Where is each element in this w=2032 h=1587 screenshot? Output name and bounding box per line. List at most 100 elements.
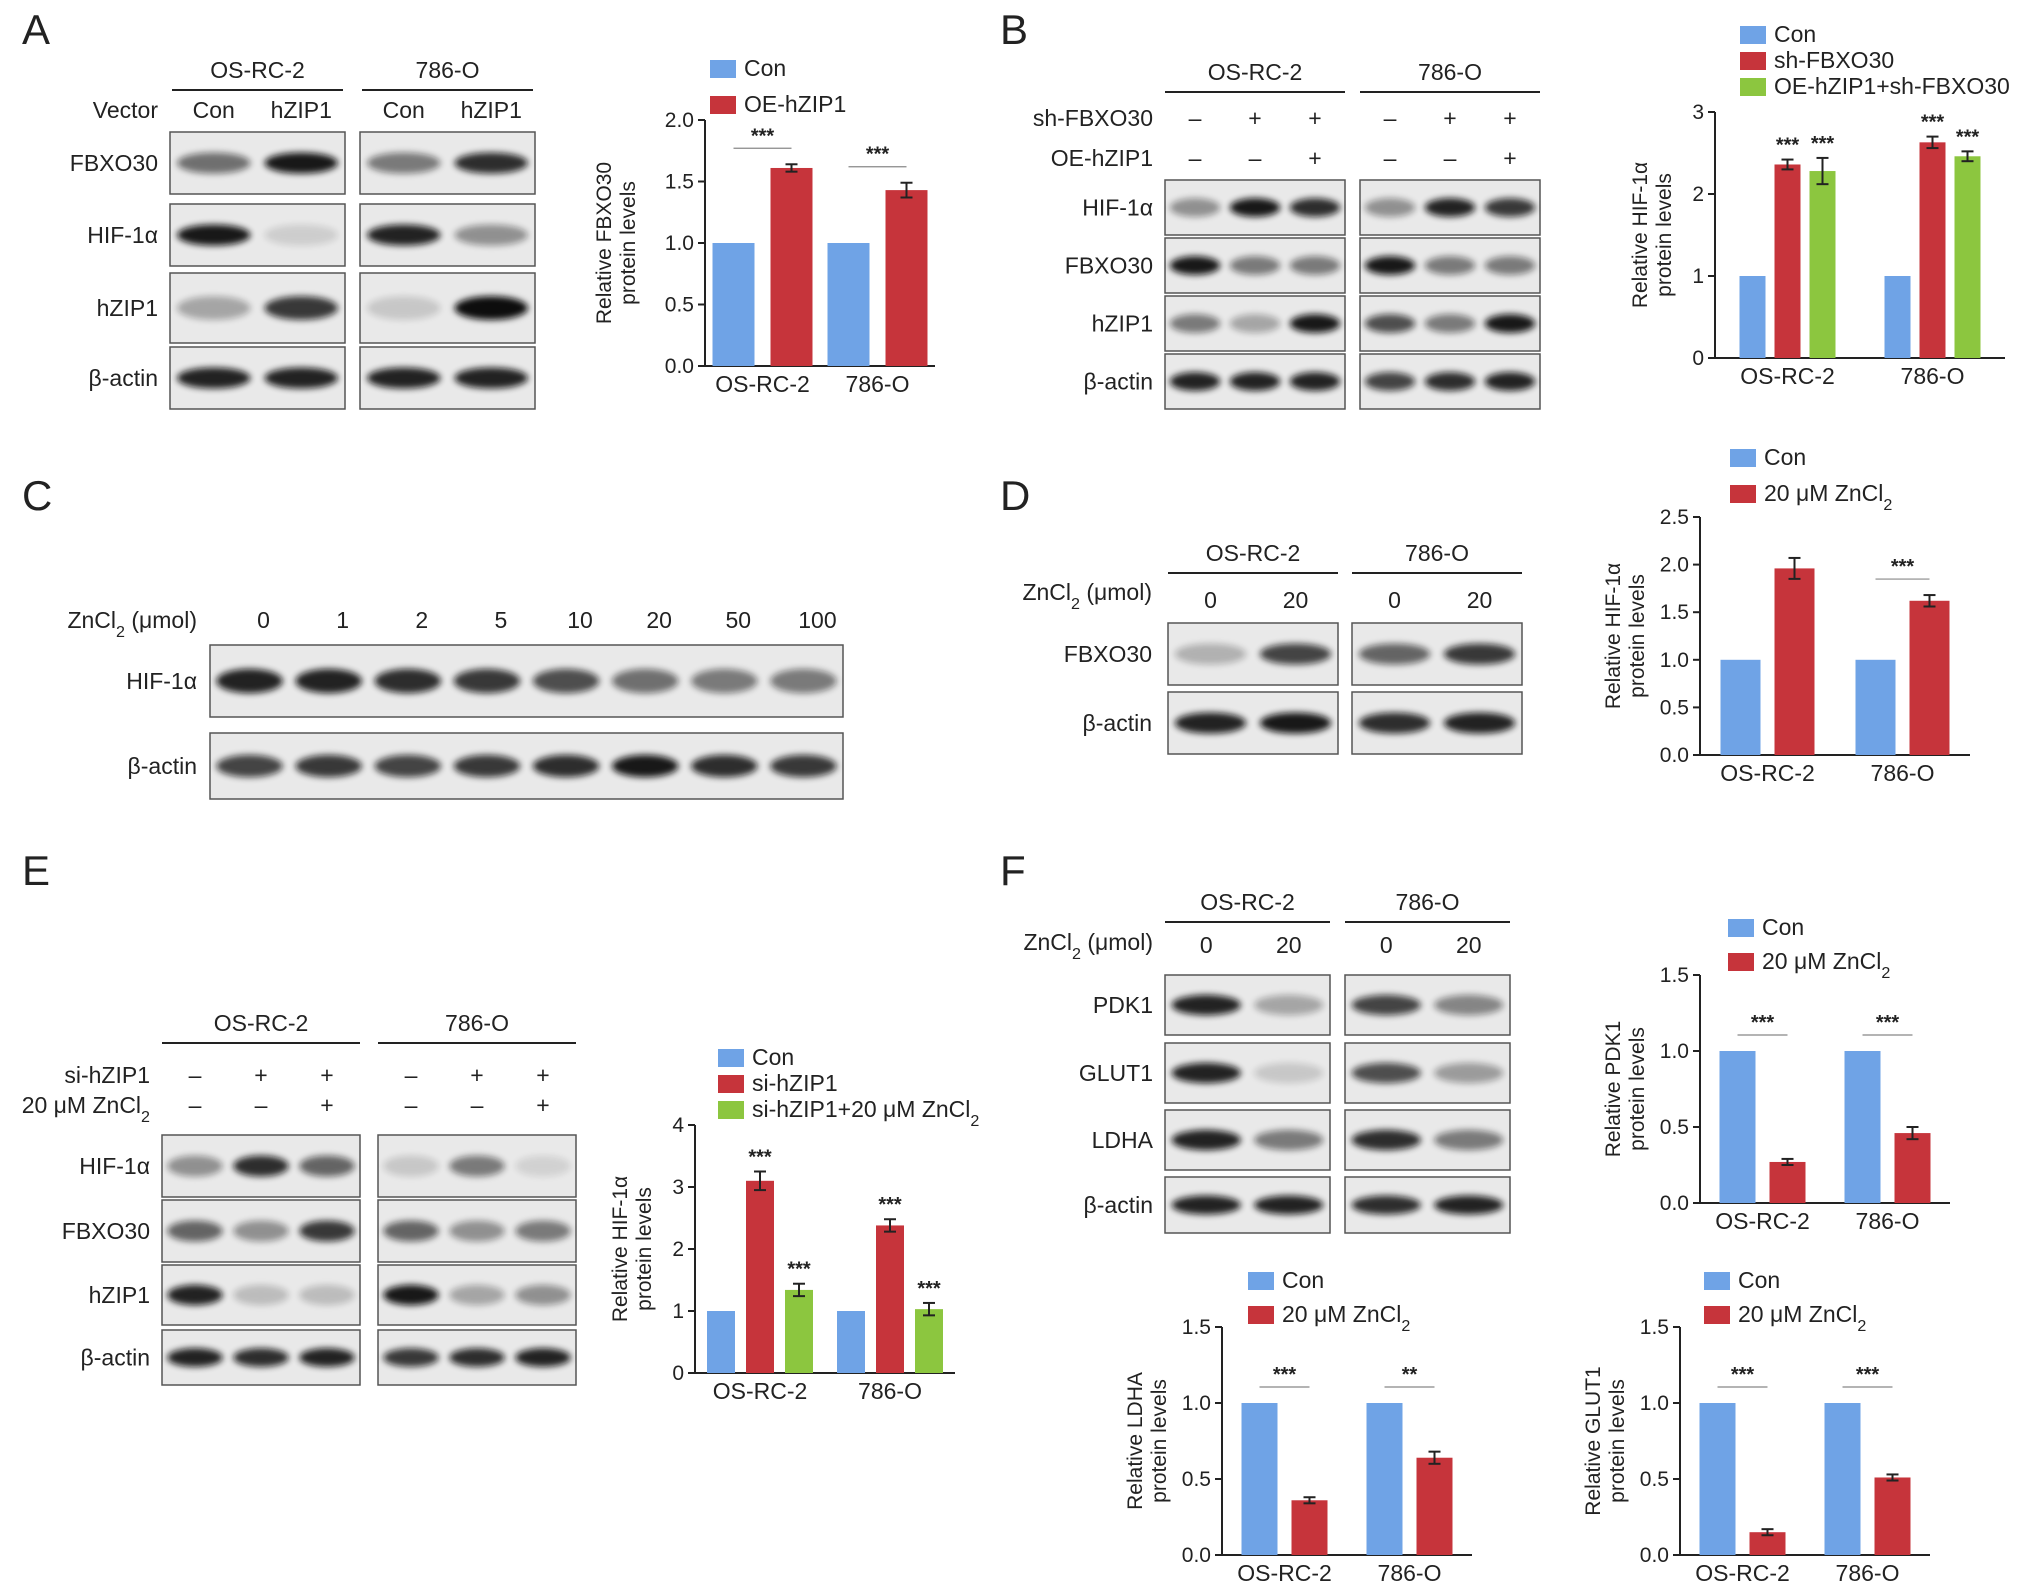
c-blot-band bbox=[611, 754, 679, 778]
b-y-label: Relative HIF-1α protein levels bbox=[1629, 162, 1676, 308]
f-glut1-x-tick-label: OS-RC-2 bbox=[1695, 1560, 1790, 1586]
b-bar-sh-fbxo30 bbox=[1774, 164, 1801, 358]
b-legend-swatch bbox=[1740, 52, 1766, 70]
e-blot-band bbox=[383, 1284, 439, 1306]
b-blot-band bbox=[1424, 198, 1476, 217]
d-y-tick-label: 0.0 bbox=[1660, 744, 1689, 767]
c-blot-band bbox=[453, 668, 521, 694]
b-blot-band bbox=[1289, 256, 1341, 275]
b-y-tick-label: 0 bbox=[1692, 347, 1704, 370]
f-protein-label: PDK1 bbox=[1093, 992, 1153, 1018]
e-bar-si-hzip1 bbox=[876, 1225, 904, 1373]
b-blot-band bbox=[1169, 198, 1221, 217]
f-blot-band bbox=[1434, 1129, 1504, 1151]
f-ldha-bar-20-m-zncl bbox=[1416, 1457, 1453, 1555]
f-dose-value: 0 bbox=[1380, 932, 1393, 958]
c-blot-band bbox=[216, 668, 283, 694]
c-blot-band bbox=[216, 754, 283, 778]
f-pdk1-significance-mark: *** bbox=[1751, 1012, 1775, 1034]
f-pdk1-y-label-line: protein levels bbox=[1626, 1027, 1649, 1151]
panel-label-b: B bbox=[1000, 6, 1028, 53]
d-protein-label: FBXO30 bbox=[1064, 641, 1152, 667]
b-condition-mark: – bbox=[1444, 145, 1457, 171]
e-blot-band bbox=[515, 1348, 571, 1367]
b-bar-con bbox=[1884, 276, 1911, 358]
d-blot-band bbox=[1259, 643, 1332, 665]
d-blot-band bbox=[1174, 712, 1247, 734]
b-blot-band bbox=[1364, 198, 1416, 217]
b-condition-mark: + bbox=[1503, 105, 1516, 131]
f-blot-band bbox=[1351, 994, 1421, 1016]
f-ldha-legend-swatch bbox=[1248, 1272, 1274, 1290]
d-y-label-line: Relative HIF-1α bbox=[1602, 563, 1625, 709]
c-blot-band bbox=[691, 754, 758, 778]
f-ldha-y-label-line: Relative LDHA bbox=[1124, 1372, 1147, 1510]
e-protein-label: HIF-1α bbox=[79, 1153, 150, 1179]
b-bar-oe-hzip1-sh-fbxo30 bbox=[1809, 171, 1836, 358]
a-blot-band bbox=[264, 367, 338, 389]
f-glut1-y-tick-label: 0.0 bbox=[1640, 1544, 1669, 1567]
e-y-label-line: protein levels bbox=[633, 1187, 656, 1311]
e-x-tick-label: OS-RC-2 bbox=[713, 1378, 808, 1404]
a-y-tick-label: 0.0 bbox=[665, 355, 694, 378]
a-blot-band bbox=[367, 367, 441, 389]
b-y-tick-label: 2 bbox=[1692, 183, 1704, 206]
a-legend-entry: OE-hZIP1 bbox=[744, 91, 846, 117]
e-y-tick-label: 0 bbox=[672, 1362, 684, 1385]
b-bar-sh-fbxo30 bbox=[1919, 142, 1946, 358]
c-dose-value: 1 bbox=[336, 607, 349, 633]
a-blot-band bbox=[177, 296, 251, 320]
b-blot-band bbox=[1484, 314, 1536, 333]
a-y-tick-label: 1.0 bbox=[665, 232, 694, 255]
d-dose-value: 20 bbox=[1467, 587, 1493, 613]
d-blot-band bbox=[1443, 712, 1516, 734]
e-blot-band bbox=[383, 1220, 439, 1242]
e-condition-mark: + bbox=[254, 1062, 267, 1088]
b-condition-label: OE-hZIP1 bbox=[1051, 145, 1153, 171]
b-bar-oe-hzip1-sh-fbxo30 bbox=[1954, 156, 1981, 358]
e-blot-band bbox=[233, 1220, 289, 1242]
e-bar-si-hzip1-20-m-zncl bbox=[915, 1309, 943, 1373]
e-blot-band bbox=[233, 1155, 289, 1177]
e-significance-mark: *** bbox=[748, 1147, 772, 1169]
e-y-label: Relative HIF-1α protein levels bbox=[609, 1176, 656, 1322]
c-dose-value: 100 bbox=[798, 607, 836, 633]
d-legend-entry: Con bbox=[1764, 444, 1806, 470]
f-glut1-bar-con bbox=[1824, 1403, 1861, 1555]
b-condition-mark: + bbox=[1308, 105, 1321, 131]
f-blot-band bbox=[1171, 1195, 1241, 1215]
e-blot-band bbox=[449, 1155, 505, 1177]
b-protein-label: hZIP1 bbox=[1092, 311, 1153, 337]
c-blot-band bbox=[770, 754, 837, 778]
f-pdk1-significance-mark: *** bbox=[1876, 1012, 1900, 1034]
f-blot-band bbox=[1171, 994, 1241, 1016]
e-blot-band bbox=[167, 1284, 223, 1306]
e-significance-mark: *** bbox=[878, 1194, 902, 1216]
e-bar-si-hzip1-20-m-zncl bbox=[785, 1289, 813, 1373]
f-glut1-y-tick-label: 1.5 bbox=[1640, 1316, 1669, 1339]
f-pdk1-y-tick-label: 1.0 bbox=[1660, 1040, 1689, 1063]
f-blot-band bbox=[1171, 1062, 1241, 1084]
f-pdk1-legend-entry: 20 μM ZnCl2 bbox=[1762, 948, 1890, 982]
a-significance-mark: *** bbox=[866, 144, 890, 166]
a-protein-label: hZIP1 bbox=[97, 295, 158, 321]
a-y-tick-label: 0.5 bbox=[665, 294, 694, 317]
a-lane-label: Con bbox=[383, 97, 425, 123]
f-pdk1-bar-con bbox=[1844, 1051, 1881, 1203]
a-row-header: Vector bbox=[93, 97, 159, 123]
d-y-tick-label: 1.0 bbox=[1660, 649, 1689, 672]
f-glut1-legend-swatch bbox=[1704, 1272, 1730, 1290]
e-condition-mark: + bbox=[470, 1062, 483, 1088]
f-ldha-bar-con bbox=[1366, 1403, 1403, 1555]
c-dose-value: 0 bbox=[257, 607, 270, 633]
d-legend-swatch bbox=[1730, 485, 1756, 503]
f-ldha-y-label-line: protein levels bbox=[1148, 1379, 1171, 1503]
a-significance-mark: *** bbox=[751, 125, 775, 147]
d-y-label-line: protein levels bbox=[1626, 574, 1649, 698]
d-group-label: 786-O bbox=[1405, 540, 1469, 566]
d-dose-label: ZnCl2 (μmol) bbox=[1022, 579, 1152, 613]
a-legend-swatch bbox=[710, 60, 736, 78]
f-glut1-legend-entry: Con bbox=[1738, 1267, 1780, 1293]
d-bar-con bbox=[1855, 659, 1896, 755]
a-blot-band bbox=[367, 296, 441, 320]
